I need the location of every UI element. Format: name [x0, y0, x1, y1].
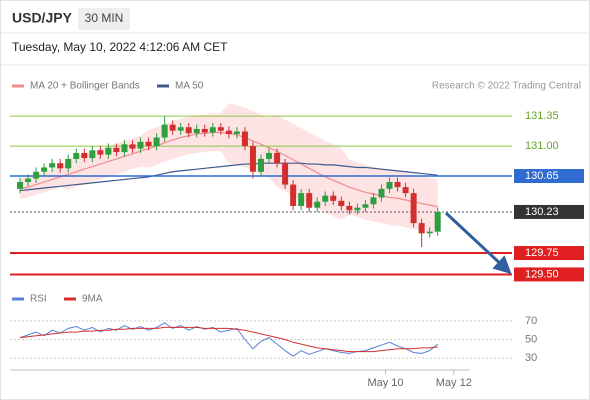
candle-body — [386, 182, 393, 189]
candle-body — [378, 188, 385, 198]
candle-body — [41, 167, 48, 172]
level-label: 129.75 — [525, 247, 559, 259]
candle-body — [33, 171, 40, 179]
symbol: USD/JPY — [12, 10, 73, 26]
y-tick-label: 70 — [525, 315, 537, 327]
candle-body — [418, 223, 425, 234]
candle-body — [338, 200, 345, 206]
candle-body — [25, 178, 32, 183]
candle-body — [177, 127, 184, 131]
candle-body — [113, 147, 120, 153]
candle-body — [217, 127, 224, 131]
candle-body — [330, 195, 337, 201]
candle-body — [193, 128, 200, 134]
candle-body — [65, 158, 72, 169]
level-label: 131.35 — [525, 110, 559, 122]
candle-body — [161, 124, 168, 138]
candle-body — [370, 197, 377, 205]
timeframe: 30 MIN — [85, 11, 124, 25]
level-label: 130.23 — [525, 206, 559, 218]
candle-body — [105, 147, 112, 155]
series-line — [19, 322, 439, 357]
level-label-box — [514, 204, 584, 219]
candle-body — [410, 193, 417, 224]
candle-body — [201, 128, 208, 133]
candle-body — [290, 184, 297, 206]
candle-body — [145, 141, 152, 147]
forecast-arrow — [444, 211, 512, 275]
candle-body — [81, 152, 88, 159]
candle-body — [362, 204, 369, 208]
level-label-box — [514, 246, 584, 261]
candle-body — [121, 144, 128, 153]
candle-body — [266, 152, 273, 159]
candle-body — [249, 146, 256, 172]
candle-body — [434, 211, 441, 232]
series-line — [19, 326, 438, 353]
candle-body — [185, 127, 192, 134]
candle-body — [57, 163, 64, 169]
candle-body — [354, 207, 361, 211]
candle-body — [225, 130, 232, 135]
candle-body — [129, 144, 136, 149]
y-tick-label: 50 — [525, 333, 537, 345]
level-label-box — [514, 267, 584, 282]
timeframe-box — [78, 8, 130, 30]
credit: Research © 2022 Trading Central — [432, 81, 581, 92]
candle-body — [241, 131, 248, 147]
candle-body — [314, 201, 321, 208]
moving-average — [19, 162, 438, 192]
candle-body — [17, 182, 24, 189]
legend-label: MA 50 — [175, 81, 204, 92]
candle-body — [209, 127, 216, 133]
candle-body — [282, 163, 289, 185]
candle-body — [97, 150, 104, 155]
candle-body — [394, 182, 401, 188]
candle-body — [89, 150, 96, 159]
candle-body — [49, 163, 56, 168]
level-label: 130.65 — [525, 170, 559, 182]
legend-label: 9MA — [82, 294, 103, 305]
level-label: 131.00 — [525, 140, 559, 152]
candle-body — [73, 152, 80, 159]
candle-body — [346, 205, 353, 211]
x-tick-label: May 10 — [367, 377, 403, 389]
candle-body — [233, 131, 240, 135]
datetime: Tuesday, May 10, 2022 4:12:06 AM CET — [12, 40, 228, 54]
candle-body — [402, 187, 409, 194]
level-label: 129.50 — [525, 268, 559, 280]
candle-body — [322, 195, 329, 202]
candle-body — [274, 152, 281, 164]
candle-body — [298, 193, 305, 206]
x-tick-label: May 12 — [436, 377, 472, 389]
candle-body — [153, 137, 160, 147]
candle-body — [306, 193, 313, 208]
y-tick-label: 30 — [525, 352, 537, 364]
legend-label: RSI — [30, 294, 47, 305]
candle-body — [169, 124, 176, 131]
level-label-box — [514, 169, 584, 184]
legend-label: MA 20 + Bollinger Bands — [30, 81, 140, 92]
candle-body — [258, 158, 264, 172]
candle-body — [426, 231, 433, 234]
candle-body — [137, 141, 144, 149]
